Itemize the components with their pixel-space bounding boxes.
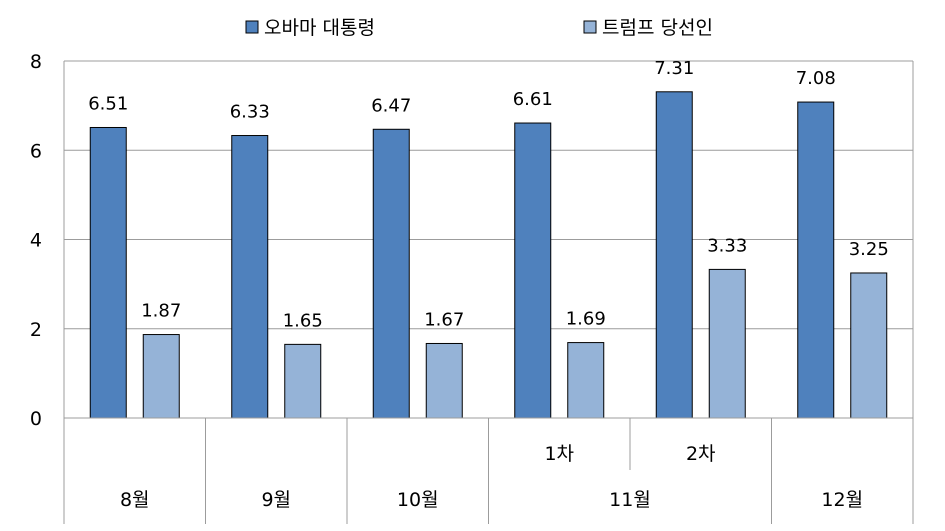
legend-swatch — [583, 20, 597, 34]
legend-swatch — [245, 20, 259, 34]
bar-series2 — [850, 272, 888, 419]
x-axis: 8월 9월 10월 1차 2차 11월 12월 — [63, 417, 914, 524]
y-tick-label: 4 — [30, 230, 42, 252]
bar-series1 — [372, 128, 410, 419]
data-label: 7.31 — [654, 58, 694, 79]
gridlines — [63, 60, 914, 419]
data-label: 1.69 — [566, 309, 606, 330]
data-label: 3.33 — [707, 235, 747, 256]
legend-label: 트럼프 당선인 — [602, 17, 713, 39]
bar-series2 — [142, 334, 180, 419]
data-label: 1.67 — [424, 309, 464, 330]
y-axis: 0 2 4 6 8 — [30, 51, 42, 430]
bar-series2 — [284, 343, 322, 419]
data-label: 6.47 — [371, 95, 411, 116]
data-labels: 6.51 6.33 6.47 6.61 7.31 7.08 1.87 1.65 1.67 1.69… — [88, 58, 889, 332]
x-category-label: 10월 — [397, 489, 439, 511]
legend: 오바마 대통령 트럼프 당선인 — [245, 17, 713, 39]
y-tick-label: 8 — [30, 51, 42, 73]
data-label: 3.25 — [849, 239, 889, 260]
y-tick-label: 2 — [30, 319, 42, 341]
x-category-label: 9월 — [261, 489, 291, 511]
bar-series1 — [89, 126, 127, 419]
bar-series2 — [425, 342, 463, 419]
bar-series1 — [231, 135, 269, 419]
y-tick-label: 0 — [30, 408, 42, 430]
y-tick-label: 6 — [30, 140, 42, 162]
x-subcategory-label: 1차 — [544, 443, 574, 465]
bar-series1 — [797, 101, 835, 419]
x-category-label: 11월 — [609, 489, 651, 511]
bars — [89, 91, 888, 419]
x-category-label: 12월 — [821, 489, 863, 511]
legend-label: 오바마 대통령 — [264, 17, 375, 39]
bar-series2 — [708, 268, 746, 419]
bar-series2 — [567, 342, 605, 419]
bar-series1 — [655, 91, 693, 419]
data-label: 6.51 — [88, 93, 128, 114]
data-label: 7.08 — [796, 68, 836, 89]
bar-series1 — [514, 122, 552, 419]
x-subcategory-label: 2차 — [686, 443, 716, 465]
data-label: 1.65 — [283, 310, 323, 331]
data-label: 1.87 — [141, 301, 181, 322]
x-category-label: 8월 — [120, 489, 150, 511]
data-label: 6.33 — [230, 102, 270, 123]
data-label: 6.61 — [513, 89, 553, 110]
